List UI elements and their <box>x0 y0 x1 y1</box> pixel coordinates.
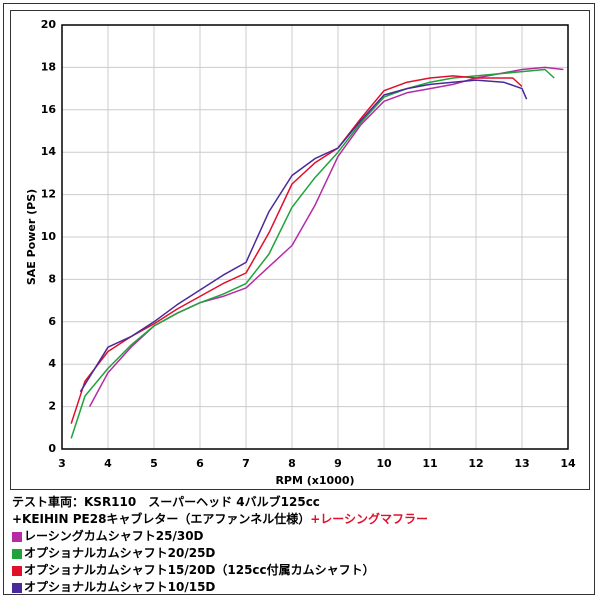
legend-swatch <box>12 565 22 576</box>
series-line <box>70 68 555 439</box>
caption: テスト車両：KSR110 スーパーヘッド 4バルブ125cc +KEIHIN P… <box>12 494 428 596</box>
x-axis-label: RPM (x1000) <box>275 474 354 487</box>
y-tick-label: 10 <box>41 230 57 243</box>
chart-box: 0 2 4 6 8 10 12 14 16 18 20 3 4 5 6 7 8 9 10 11 12 13 14 RPM (x… <box>10 10 590 490</box>
legend-item: オプショナルカムシャフト15/20D（125cc付属カムシャフト） <box>12 562 428 579</box>
x-tick-label: 3 <box>58 457 66 470</box>
legend-item: オプショナルカムシャフト20/25D <box>12 545 428 562</box>
frame <box>3 3 595 595</box>
legend-label: オプショナルカムシャフト20/25D <box>24 546 216 560</box>
y-tick-label: 16 <box>41 103 57 116</box>
x-tick-label: 12 <box>468 457 483 470</box>
series-line <box>79 79 528 393</box>
legend-label: レーシングカムシャフト25/30D <box>24 529 204 543</box>
legend-swatch <box>12 531 22 542</box>
y-tick-label: 2 <box>48 400 56 413</box>
y-tick-label: 0 <box>48 442 56 455</box>
x-tick-label: 5 <box>150 457 158 470</box>
legend-item: レーシングカムシャフト25/30D <box>12 528 428 545</box>
y-axis-label: SAE Power (PS) <box>25 189 38 285</box>
x-tick-label: 4 <box>104 457 112 470</box>
legend-swatch <box>12 582 22 593</box>
caption-line: テスト車両：KSR110 スーパーヘッド 4バルブ125cc <box>12 495 320 509</box>
x-tick-label: 13 <box>514 457 529 470</box>
y-tick-label: 6 <box>48 315 56 328</box>
x-tick-label: 11 <box>422 457 437 470</box>
y-tick-label: 18 <box>41 60 56 73</box>
legend: レーシングカムシャフト25/30D オプショナルカムシャフト20/25D オプショナ… <box>12 528 428 596</box>
x-tick-label: 9 <box>334 457 342 470</box>
legend-label: オプショナルカムシャフト15/20D（125cc付属カムシャフト） <box>24 563 375 577</box>
plot-frame <box>61 24 569 450</box>
chart: 0 2 4 6 8 10 12 14 16 18 20 3 4 5 6 7 8 9 10 11 12 13 14 RPM (x… <box>25 18 576 487</box>
y-tick-label: 20 <box>41 18 57 31</box>
y-tick-label: 14 <box>41 145 57 158</box>
x-tick-label: 8 <box>288 457 296 470</box>
x-tick-label: 10 <box>376 457 392 470</box>
x-tick-label: 6 <box>196 457 204 470</box>
series-line <box>70 75 523 424</box>
y-tick-label: 4 <box>48 357 56 370</box>
caption-line: +KEIHIN PE28キャブレター（エアファンネル仕様）+レーシングマフラー <box>12 511 428 528</box>
caption-text: +KEIHIN PE28キャブレター（エアファンネル仕様） <box>12 512 311 526</box>
y-tick-label: 8 <box>48 272 56 285</box>
legend-swatch <box>12 548 22 559</box>
x-tick-label: 14 <box>560 457 576 470</box>
x-tick-label: 7 <box>242 457 250 470</box>
legend-item: オプショナルカムシャフト10/15D <box>12 579 428 596</box>
y-tick-label: 12 <box>41 188 56 201</box>
caption-highlight: +レーシングマフラー <box>310 512 429 526</box>
legend-label: オプショナルカムシャフト10/15D <box>24 580 216 594</box>
